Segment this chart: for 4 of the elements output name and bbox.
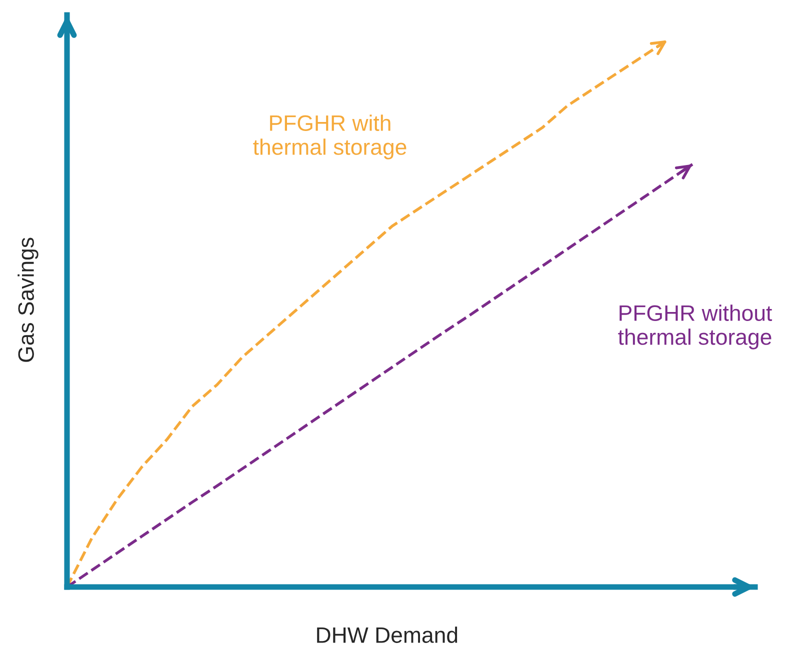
y-axis-title: Gas Savings: [18, 238, 38, 362]
annotation: PFGHR without thermal storage: [618, 304, 772, 350]
annotation: PFGHR with thermal storage: [253, 114, 406, 160]
x-axis-title: DHW Demand: [317, 626, 458, 643]
